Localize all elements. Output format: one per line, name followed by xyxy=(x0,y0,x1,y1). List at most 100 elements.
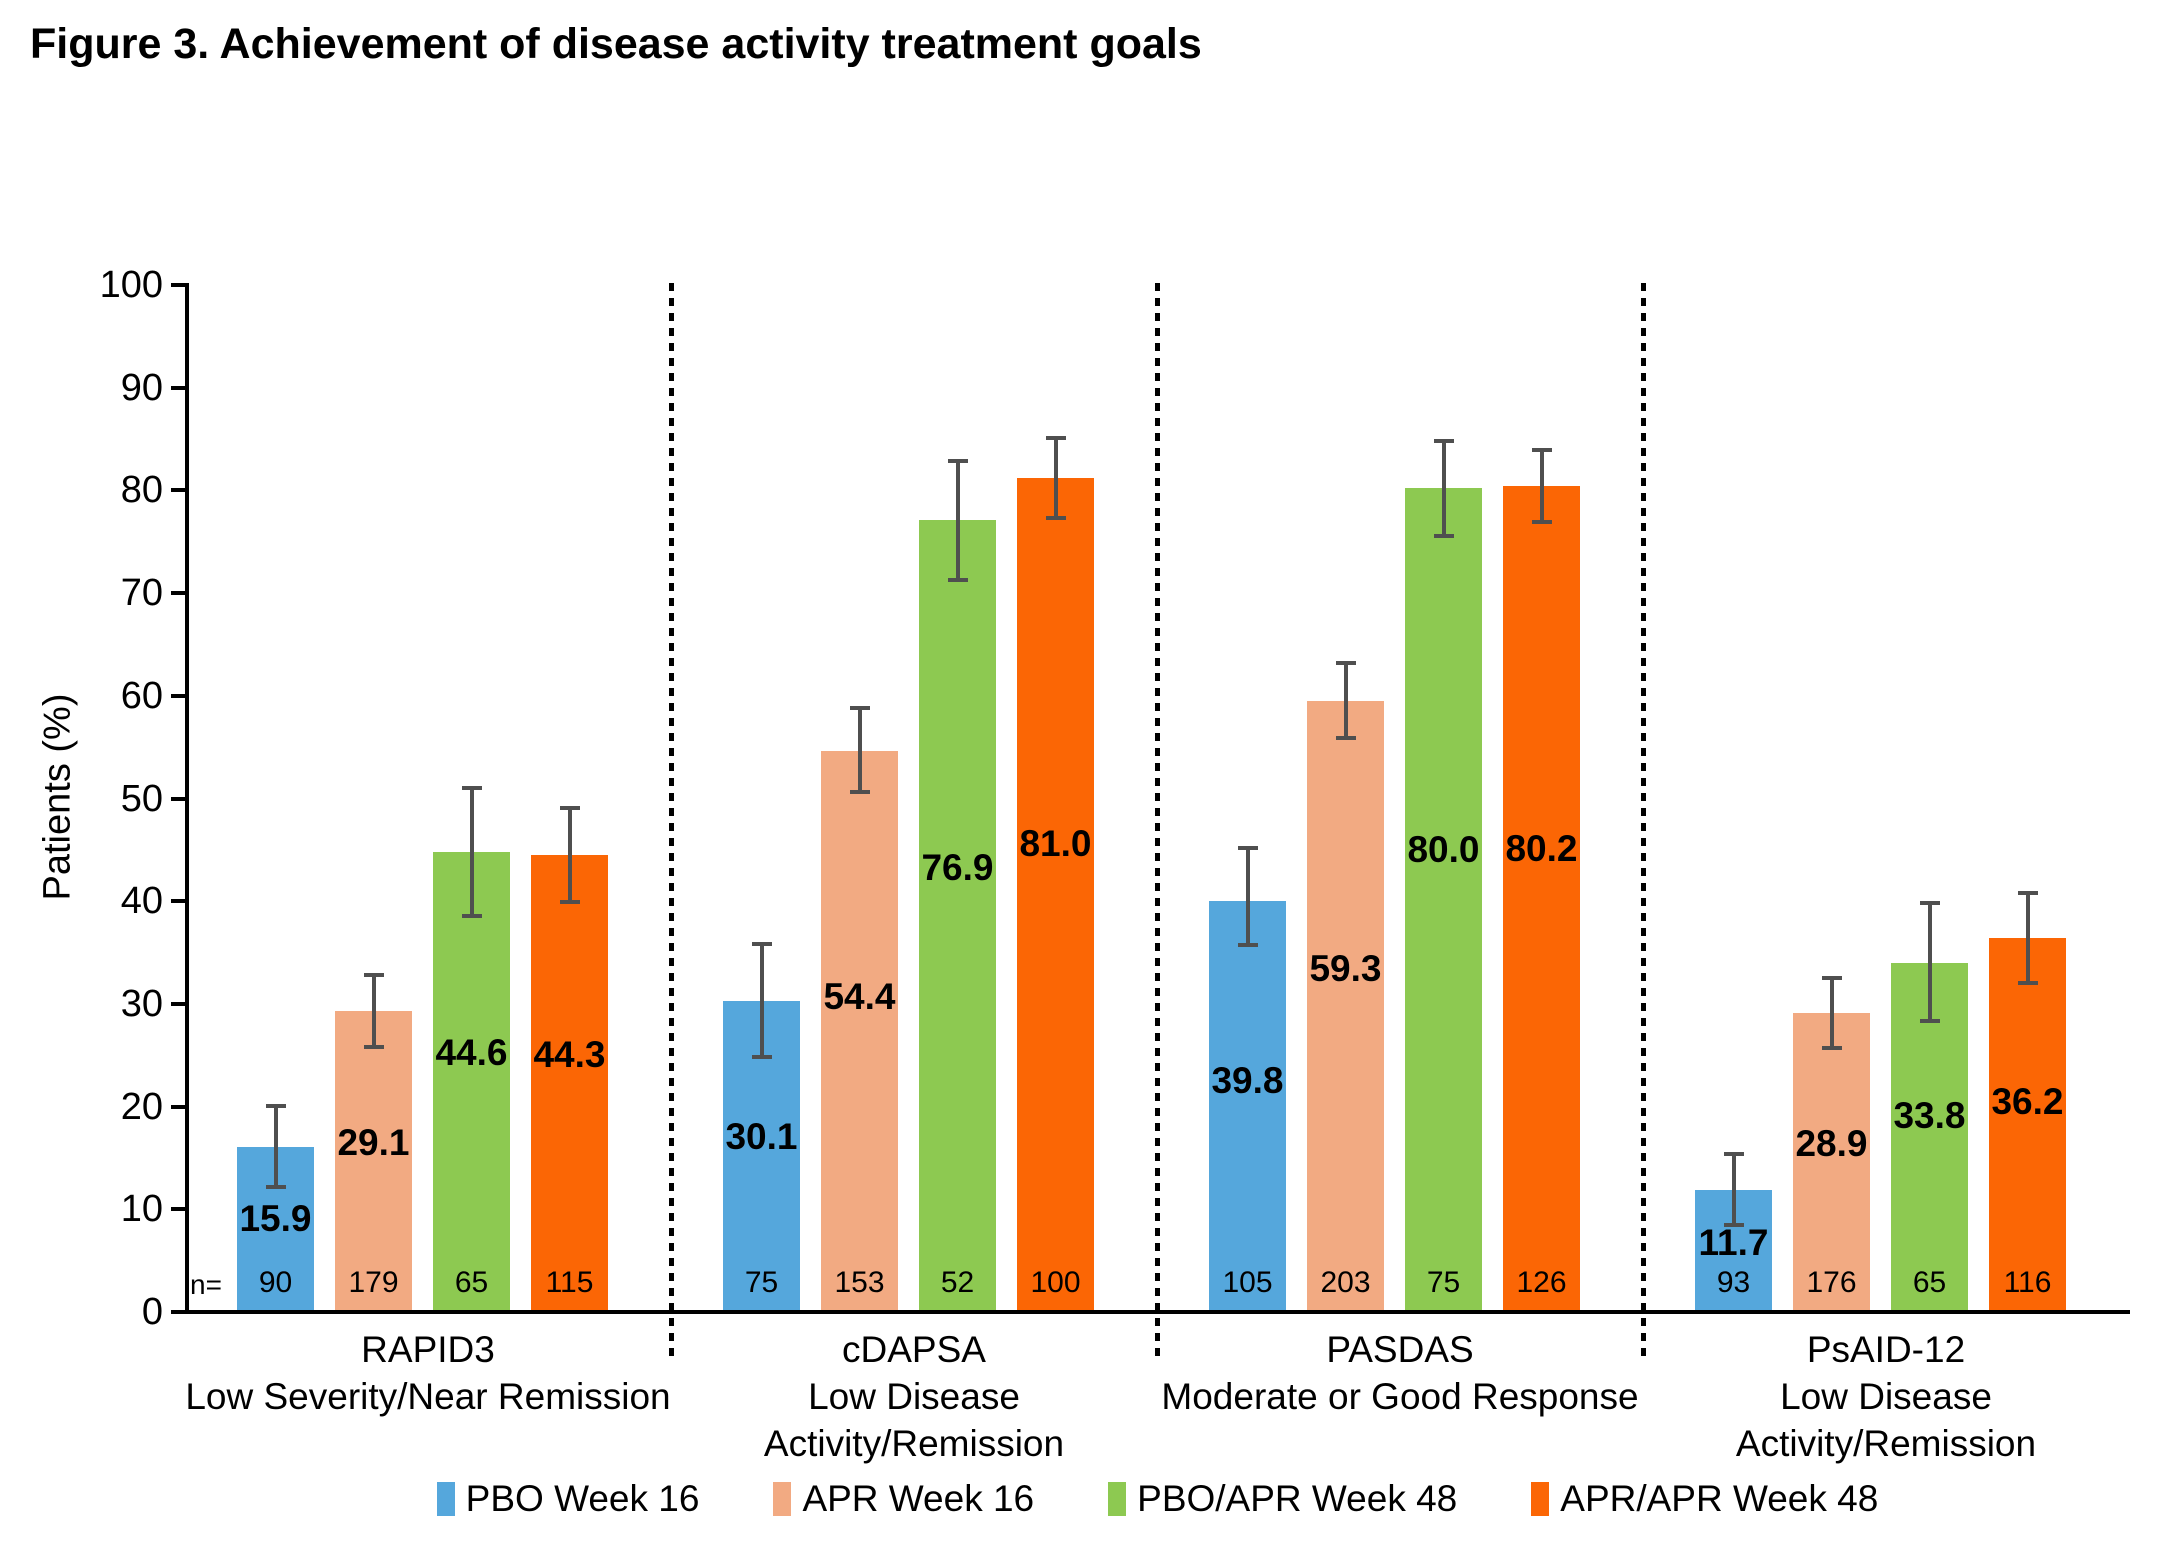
error-bar-cap-bottom xyxy=(2017,981,2038,986)
bar-value-label: 76.9 xyxy=(921,846,994,888)
bar-n-label: 176 xyxy=(1806,1266,1857,1299)
legend-label: APR/APR Week 48 xyxy=(1560,1478,1879,1519)
bar-value-label: 15.9 xyxy=(239,1197,312,1239)
group-label: RAPID3 Low Severity/Near Remission xyxy=(185,1326,671,1420)
y-tick-label: 80 xyxy=(120,469,163,512)
error-bar-cap-top xyxy=(1821,976,1842,981)
bar xyxy=(335,1011,412,1310)
bar-value-label: 44.3 xyxy=(533,1034,606,1076)
error-bar-line xyxy=(469,788,474,916)
bar-n-label: 179 xyxy=(348,1266,399,1299)
bar-n-label: 65 xyxy=(454,1266,489,1299)
y-tick-mark xyxy=(171,283,185,287)
error-bar-line xyxy=(1343,662,1348,738)
error-bar-cap-top xyxy=(1045,436,1066,441)
error-bar-line xyxy=(371,975,376,1048)
error-bar-cap-top xyxy=(2017,891,2038,896)
bar-n-label: 100 xyxy=(1030,1266,1081,1299)
error-bar-line xyxy=(759,944,764,1058)
y-tick-mark xyxy=(171,796,185,801)
error-bar-line xyxy=(1829,978,1834,1049)
error-bar-cap-bottom xyxy=(1723,1222,1744,1227)
error-bar-cap-top xyxy=(1237,845,1258,850)
legend: PBO Week 16 APR Week 16 PBO/APR Week 48 APR… xyxy=(185,1478,2130,1520)
bar-value-label: 11.7 xyxy=(1698,1221,1769,1263)
group-label: PsAID-12 Low Disease Activity/Remission xyxy=(1643,1326,2129,1467)
n-equals-label: n= xyxy=(190,1269,222,1300)
error-bar-cap-bottom xyxy=(1433,533,1454,538)
y-tick-mark xyxy=(171,1207,185,1212)
y-tick-mark xyxy=(171,1104,185,1109)
bar xyxy=(433,851,510,1310)
y-tick-label: 40 xyxy=(120,880,163,923)
bar xyxy=(1307,700,1384,1310)
bar-n-label: 93 xyxy=(1716,1266,1751,1299)
error-bar-cap-top xyxy=(947,458,968,463)
bar-value-label: 29.1 xyxy=(337,1121,410,1163)
error-bar-cap-bottom xyxy=(363,1045,384,1050)
bar-value-label: 44.6 xyxy=(435,1032,508,1074)
bar xyxy=(1503,486,1580,1310)
error-bar-cap-top xyxy=(265,1103,286,1108)
error-bar-line xyxy=(1053,438,1058,519)
bar-n-label: 75 xyxy=(744,1266,779,1299)
group-separator xyxy=(669,283,674,1358)
legend-label: PBO Week 16 xyxy=(465,1478,700,1519)
bar-value-label: 33.8 xyxy=(1893,1094,1966,1136)
y-tick-label: 60 xyxy=(120,674,163,717)
legend-item: APR Week 16 xyxy=(773,1478,1034,1520)
y-tick-label: 70 xyxy=(120,572,163,615)
bar-n-label: 116 xyxy=(2003,1266,2052,1299)
error-bar-cap-bottom xyxy=(1045,516,1066,521)
y-tick-label: 50 xyxy=(120,777,163,820)
error-bar-line xyxy=(955,460,960,580)
bar-n-label: 75 xyxy=(1426,1266,1461,1299)
group-subtitle: Moderate or Good Response xyxy=(1161,1376,1639,1417)
error-bar-line xyxy=(2025,893,2030,984)
y-tick-label: 20 xyxy=(120,1085,163,1128)
error-bar-cap-top xyxy=(461,786,482,791)
legend-label: APR Week 16 xyxy=(802,1478,1035,1519)
group-separator xyxy=(1155,283,1160,1358)
y-tick-mark xyxy=(171,385,185,390)
group-subtitle: Low Disease xyxy=(1780,1376,1992,1417)
bar-value-label: 39.8 xyxy=(1211,1060,1284,1102)
error-bar-cap-top xyxy=(849,706,870,711)
bar xyxy=(531,855,608,1310)
group-name: PASDAS xyxy=(1326,1329,1474,1370)
bar xyxy=(1793,1013,1870,1310)
legend-swatch xyxy=(1108,1482,1127,1516)
y-tick-mark xyxy=(171,488,185,493)
bar-value-label: 80.0 xyxy=(1407,828,1480,870)
error-bar-cap-top xyxy=(1433,439,1454,444)
legend-item: PBO Week 16 xyxy=(436,1478,700,1520)
bar xyxy=(919,520,996,1310)
legend-item: PBO/APR Week 48 xyxy=(1108,1478,1457,1520)
y-tick-label: 30 xyxy=(120,982,163,1025)
legend-item: APR/APR Week 48 xyxy=(1531,1478,1878,1520)
y-tick-mark xyxy=(171,591,185,596)
bar-value-label: 59.3 xyxy=(1309,947,1382,989)
group-subtitle: Activity/Remission xyxy=(1735,1423,2037,1464)
bar-n-label: 203 xyxy=(1320,1266,1371,1299)
group-label: PASDAS Moderate or Good Response xyxy=(1157,1326,1643,1420)
y-tick-mark xyxy=(171,1310,185,1314)
bar xyxy=(821,751,898,1310)
error-bar-cap-top xyxy=(1335,660,1356,665)
group-name: PsAID-12 xyxy=(1806,1329,1966,1370)
y-tick-label: 10 xyxy=(120,1188,163,1231)
error-bar-cap-bottom xyxy=(1335,735,1356,740)
error-bar-line xyxy=(1731,1153,1736,1225)
y-tick-label: 0 xyxy=(141,1291,163,1333)
error-bar-line xyxy=(1245,847,1250,946)
legend-swatch xyxy=(436,1482,455,1516)
legend-swatch xyxy=(1531,1482,1550,1516)
error-bar-cap-bottom xyxy=(1531,520,1552,525)
bar-value-label: 80.2 xyxy=(1505,827,1578,869)
error-bar-cap-top xyxy=(559,805,580,810)
error-bar-cap-bottom xyxy=(751,1055,772,1060)
error-bar-line xyxy=(857,708,862,793)
error-bar-line xyxy=(1441,441,1446,536)
figure-title: Figure 3. Achievement of disease activit… xyxy=(30,20,1202,68)
